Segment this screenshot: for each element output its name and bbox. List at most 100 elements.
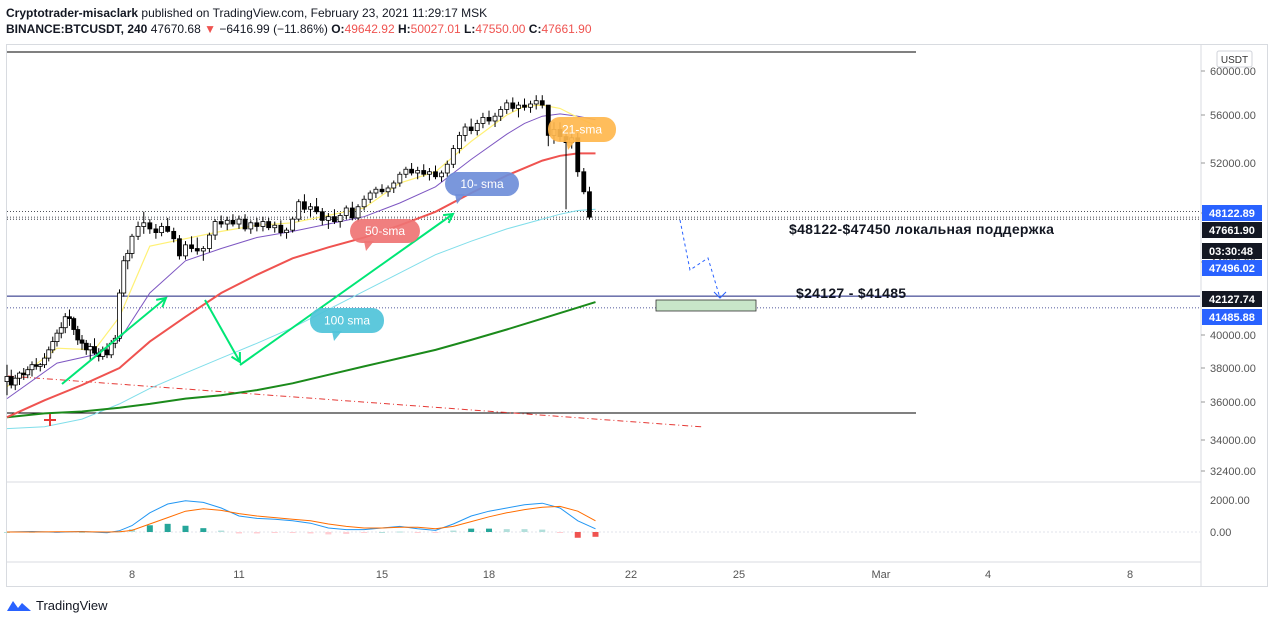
macd-histogram-bar bbox=[539, 529, 546, 532]
candle-body bbox=[528, 103, 533, 108]
candle-body bbox=[492, 115, 498, 122]
currency-label: USDT bbox=[1221, 55, 1248, 66]
candle-body bbox=[314, 206, 319, 213]
candle-body bbox=[37, 364, 43, 367]
candle-body bbox=[355, 206, 361, 219]
candle-body bbox=[510, 102, 516, 109]
price-tick-label: 60000.00 bbox=[1210, 66, 1256, 78]
macd-histogram-bar bbox=[379, 532, 385, 533]
candle-body bbox=[254, 222, 260, 227]
macd-tick-label: 0.00 bbox=[1210, 527, 1231, 539]
macd-histogram-bar bbox=[289, 532, 296, 533]
red-trendline bbox=[7, 375, 705, 428]
signal-line bbox=[7, 505, 596, 533]
macd-histogram-bar bbox=[79, 531, 85, 533]
projection-path bbox=[679, 219, 721, 299]
candle-body bbox=[83, 342, 89, 351]
price-badge-blue bbox=[1202, 260, 1262, 276]
author-name[interactable]: Cryptotrader-misaclark bbox=[6, 6, 139, 20]
candle-body bbox=[62, 316, 68, 329]
macd-histogram-bar bbox=[557, 532, 563, 533]
price-badge-label: 47661.90 bbox=[1209, 225, 1255, 237]
candle-body bbox=[248, 222, 254, 230]
candle-body bbox=[117, 292, 122, 339]
high-value: 50027.01 bbox=[410, 22, 461, 36]
candle-body bbox=[75, 329, 81, 341]
macd-histogram-bar bbox=[200, 528, 207, 532]
tradingview-logo[interactable]: TradingView bbox=[6, 597, 108, 613]
ma-callout-label: 50-sma bbox=[365, 224, 405, 238]
macd-histogram-bar bbox=[432, 532, 439, 533]
chart-frame bbox=[6, 44, 1268, 587]
tradingview-brand: TradingView bbox=[36, 597, 108, 613]
candle-body bbox=[218, 221, 224, 225]
candle-body bbox=[284, 229, 289, 233]
sma9-line bbox=[6, 104, 596, 388]
price-badge-label: 47496.02 bbox=[1209, 263, 1255, 275]
price-badge-label: 48122.89 bbox=[1209, 208, 1255, 220]
candle-body bbox=[67, 316, 72, 319]
ma-callout-bubble bbox=[445, 172, 519, 196]
macd-histogram-bar bbox=[146, 525, 153, 532]
ma-callout-label: 10- sma bbox=[460, 177, 504, 191]
candle-body bbox=[165, 226, 171, 232]
candle-body bbox=[33, 364, 39, 367]
candle-body bbox=[224, 219, 230, 225]
candle-body bbox=[230, 219, 236, 225]
candle-body bbox=[480, 117, 486, 124]
macd-histogram-bar bbox=[182, 525, 189, 532]
price-badge-dark bbox=[1202, 222, 1262, 238]
candle-body bbox=[522, 104, 527, 108]
candle-body bbox=[8, 376, 14, 386]
symbol-line: BINANCE:BTCUSDT, 240 47670.68 ▼ −6416.99… bbox=[6, 22, 592, 36]
candle-body bbox=[206, 234, 212, 249]
candle-body bbox=[135, 226, 141, 237]
candle-body bbox=[337, 215, 343, 222]
macd-histogram-bar bbox=[521, 529, 528, 532]
candle-body bbox=[54, 332, 60, 342]
candle-body bbox=[302, 201, 307, 210]
time-tick-label: 15 bbox=[376, 569, 388, 581]
candle-body bbox=[444, 163, 450, 174]
price-badge-dark bbox=[1202, 291, 1262, 307]
price-tick-label: 34000.00 bbox=[1210, 435, 1256, 447]
candle-body bbox=[153, 228, 159, 234]
candle-body bbox=[379, 188, 385, 193]
close-label: C: bbox=[528, 22, 542, 36]
macd-histogram-bar bbox=[468, 528, 475, 532]
trend-arrowhead-2 bbox=[442, 212, 455, 224]
price-badge-label: 41485.88 bbox=[1209, 312, 1255, 324]
ma-callout-bubble bbox=[548, 117, 616, 142]
annotation-range: $24127 - $41485 bbox=[796, 285, 906, 301]
candle-body bbox=[194, 248, 200, 252]
open-value: 49642.92 bbox=[344, 22, 395, 36]
symbol: BINANCE:BTCUSDT, 240 bbox=[6, 22, 148, 36]
projection-arrowhead bbox=[713, 291, 727, 299]
candle-body bbox=[367, 192, 373, 200]
trend-arrow-2 bbox=[239, 213, 454, 366]
macd-histogram-bar bbox=[164, 523, 171, 532]
ma-callout-bubble bbox=[310, 308, 384, 333]
macd-histogram-bar bbox=[253, 532, 260, 534]
down-arrow-icon: ▼ bbox=[204, 22, 216, 36]
time-tick-label: 25 bbox=[733, 569, 745, 581]
candle-body bbox=[516, 104, 521, 109]
ma-callout-bubble bbox=[350, 219, 420, 243]
ma-callout-label: 100 sma bbox=[324, 314, 370, 328]
candle-body bbox=[141, 222, 147, 227]
candle-body bbox=[125, 253, 131, 262]
price-tick-label: 32400.00 bbox=[1210, 466, 1256, 478]
candle-body bbox=[474, 123, 480, 132]
ma-callout-tail bbox=[332, 331, 342, 341]
candle-body bbox=[71, 318, 77, 330]
sma200-line bbox=[6, 301, 596, 419]
candle-body bbox=[332, 216, 337, 222]
candle-body bbox=[79, 339, 85, 344]
candle-body bbox=[415, 170, 421, 174]
candle-body bbox=[200, 248, 206, 252]
candle-body bbox=[42, 357, 47, 366]
candle-body bbox=[421, 170, 427, 175]
candle-body bbox=[121, 260, 127, 294]
trend-arrow-0 bbox=[61, 297, 167, 385]
